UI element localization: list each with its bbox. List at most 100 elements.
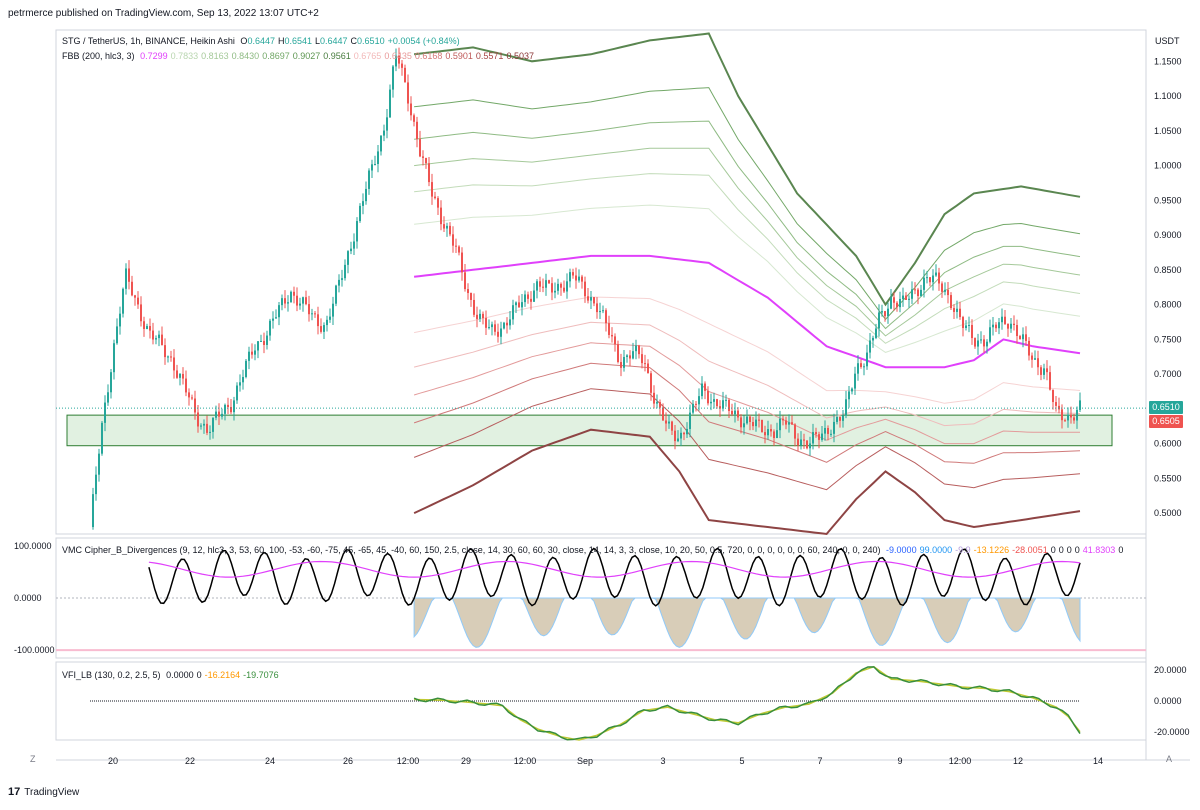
candle-body <box>245 360 247 378</box>
cipher-value: 41.8303 <box>1082 545 1116 555</box>
candle-body <box>839 416 841 421</box>
candle-body <box>638 345 640 355</box>
candle-body <box>989 327 991 342</box>
candle-body <box>683 432 685 435</box>
candle-body <box>449 225 451 235</box>
candle-body <box>341 278 343 280</box>
candle-body <box>896 302 898 308</box>
candle-body <box>950 295 952 309</box>
candle-body <box>743 423 745 428</box>
candle-body <box>443 224 445 229</box>
time-tick-label: 26 <box>343 756 353 766</box>
time-tick-label: 14 <box>1093 756 1103 766</box>
candle-body <box>434 196 436 199</box>
candle-body <box>548 280 550 284</box>
candle-body <box>524 294 526 303</box>
candle-body <box>104 402 106 423</box>
candle-body <box>806 440 808 449</box>
candle-body <box>755 419 757 427</box>
vfi-tick-label: 20.0000 <box>1154 665 1187 675</box>
candle-body <box>953 308 955 312</box>
fbb-upper-band <box>413 32 1081 307</box>
candle-body <box>881 311 883 313</box>
corner-right-button[interactable]: A <box>1166 754 1173 764</box>
candle-body <box>233 400 235 413</box>
candle-body <box>248 351 250 361</box>
candle-body <box>860 363 862 367</box>
candle-body <box>350 248 352 252</box>
candle-body <box>1058 405 1060 410</box>
candle-body <box>305 297 307 305</box>
candle-body <box>188 392 190 398</box>
candle-body <box>614 336 616 345</box>
candle-body <box>236 385 238 401</box>
candle-body <box>359 205 361 222</box>
candle-body <box>854 373 856 389</box>
candle-body <box>821 433 823 440</box>
candle-body <box>695 403 697 405</box>
candle-body <box>128 268 130 282</box>
vfi-tick-label: -20.0000 <box>1154 727 1190 737</box>
candle-body <box>599 311 601 313</box>
candle-body <box>956 308 958 312</box>
candle-body <box>815 432 817 435</box>
fbb-lower-band <box>413 321 1081 427</box>
candle-body <box>413 115 415 122</box>
corner-left-button[interactable]: Z <box>30 754 36 764</box>
candle-body <box>722 400 724 409</box>
fbb-value: 0.9027 <box>292 51 321 61</box>
candle-body <box>218 411 220 417</box>
ohlc-item: O0.6447 <box>240 36 275 46</box>
candle-body <box>929 277 931 283</box>
candle-body <box>998 322 1000 329</box>
candle-body <box>260 340 262 342</box>
candle-body <box>176 370 178 378</box>
candle-body <box>716 399 718 407</box>
candle-body <box>875 328 877 338</box>
vfi-legend: VFI_LB (130, 0.2, 2.5, 5) 0.0000 0 -16.216… <box>62 670 285 680</box>
candle-body <box>278 305 280 318</box>
cipher-title: VMC Cipher_B_Divergences (9, 12, hlc3, 3… <box>62 545 881 555</box>
candle-body <box>500 328 502 337</box>
candle-body <box>146 326 148 330</box>
candle-body <box>488 327 490 329</box>
candle-body <box>182 373 184 379</box>
price-tick-label: 0.7000 <box>1154 369 1182 379</box>
candle-body <box>287 302 289 304</box>
candle-body <box>971 324 973 339</box>
candle-body <box>239 382 241 386</box>
fbb-value: 0.8163 <box>201 51 229 61</box>
candle-body <box>623 356 625 368</box>
candle-body <box>422 156 424 158</box>
candle-body <box>740 417 742 428</box>
candle-body <box>884 311 886 317</box>
fbb-value: 0.6765 <box>353 51 382 61</box>
price-tick-label: 0.9500 <box>1154 195 1182 205</box>
candle-body <box>329 316 331 320</box>
candle-body <box>545 280 547 288</box>
candle-body <box>797 438 799 446</box>
candle-body <box>866 352 868 367</box>
fbb-lower-band <box>414 296 1081 404</box>
candle-body <box>800 439 802 446</box>
candle-body <box>494 324 496 332</box>
candle-body <box>848 391 850 400</box>
cipher-value: 0 <box>1074 545 1080 555</box>
fbb-label: FBB (200, hlc3, 3) <box>62 51 135 61</box>
ohlc-values: O0.6447 H0.6541 L0.6447 C0.6510 +0.0054 (+0.… <box>240 36 462 46</box>
candle-body <box>707 390 709 404</box>
candle-body <box>986 341 988 347</box>
candle-body <box>914 289 916 291</box>
candle-body <box>569 272 571 282</box>
candle-body <box>818 434 820 440</box>
cipher-tick-label: 0.0000 <box>14 593 42 603</box>
candle-body <box>1028 340 1030 356</box>
candle-body <box>626 355 628 357</box>
candle-body <box>983 339 985 347</box>
fbb-lower-band <box>413 342 1080 445</box>
candle-body <box>734 410 736 415</box>
main-pane[interactable] <box>55 29 1147 535</box>
candle-body <box>479 313 481 319</box>
cipher-value: 0 <box>1118 545 1124 555</box>
